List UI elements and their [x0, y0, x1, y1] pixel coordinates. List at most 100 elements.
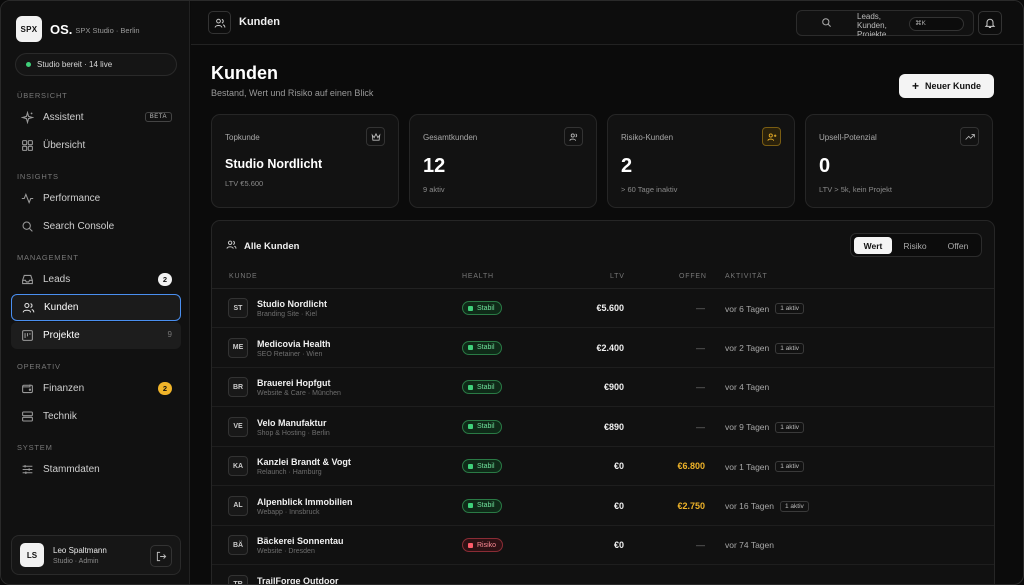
trend-up-icon: [960, 127, 979, 146]
customer-name: Velo Manufaktur: [257, 417, 327, 428]
section-label-insights: INSIGHTS: [17, 172, 59, 181]
sidebar-item-search-console[interactable]: Search Console: [11, 213, 181, 240]
customer-subtitle: Website · Dresden: [257, 548, 315, 555]
topbar-title: Kunden: [239, 16, 280, 28]
active-projects-badge: 1 aktiv: [775, 303, 805, 314]
activity-icon: [20, 192, 34, 206]
kpi-card-gesamtkunden[interactable]: Gesamtkunden 12 9 aktiv: [409, 114, 597, 208]
kpi-note: > 60 Tage inaktiv: [621, 185, 678, 194]
new-customer-button[interactable]: + Neuer Kunde: [899, 74, 994, 98]
health-label: Stabil: [477, 462, 495, 470]
plus-icon: +: [911, 79, 919, 93]
customer-name: Bäckerei Sonnentau: [257, 536, 344, 546]
segment-offen[interactable]: Offen: [947, 240, 969, 251]
crown-icon: [366, 127, 385, 146]
leads-count-badge: 2: [158, 273, 172, 286]
status-dot-icon: [468, 345, 473, 350]
logout-button[interactable]: [150, 545, 172, 567]
table-row[interactable]: VE Velo Manufaktur Shop & Hosting · Berlin…: [212, 408, 994, 447]
kpi-card-upsell[interactable]: Upsell-Potenzial 0 LTV > 5k, kein Projek…: [805, 114, 993, 208]
sidebar-item-assistent[interactable]: Assistent BETA: [11, 104, 181, 131]
sidebar-item-label: Leads: [43, 274, 71, 285]
customer-avatar: VE: [228, 416, 248, 437]
sidebar-item-uebersicht[interactable]: Übersicht: [11, 132, 181, 159]
customer-avatar: KA: [228, 456, 248, 476]
section-label-uebersicht: ÜBERSICHT: [17, 91, 68, 100]
user-role: Studio · Admin: [53, 557, 99, 565]
sidebar-item-projekte[interactable]: Projekte 9: [11, 322, 181, 349]
customer-table-card: Alle Kunden Wert Risiko Offen KUNDE HEAL…: [211, 220, 995, 584]
kpi-value: 0: [819, 155, 831, 177]
health-label: Stabil: [477, 502, 495, 509]
activity-text: vor 16 Tagen: [725, 501, 774, 511]
customer-name: Alpenblick Immobilien: [257, 496, 353, 507]
logout-icon: [156, 551, 166, 561]
activity-cell: vor 74 Tagen: [725, 540, 774, 550]
sidebar-item-label: Projekte: [43, 330, 80, 341]
customer-avatar: ME: [228, 337, 248, 358]
projekte-count: 9: [167, 330, 172, 339]
active-projects-badge: 1 aktiv: [775, 421, 805, 433]
health-label: Risiko: [477, 541, 497, 549]
status-pill[interactable]: Studio bereit · 14 live: [15, 53, 177, 76]
customer-subtitle: Shop & Hosting · Berlin: [257, 429, 330, 437]
sidebar-item-kunden[interactable]: Kunden: [11, 294, 181, 321]
global-search[interactable]: Leads, Kunden, Projekte... ⌘K: [796, 10, 974, 36]
brand[interactable]: SPX OS. SPX Studio · Berlin: [16, 16, 140, 42]
open-amount: €6.800: [677, 461, 705, 471]
users-icon: [214, 18, 225, 28]
kpi-card-topkunde[interactable]: Topkunde Studio Nordlicht LTV €5.600: [211, 114, 399, 208]
status-dot-icon: [468, 384, 473, 390]
health-badge: Stabil: [462, 459, 502, 473]
table-row[interactable]: ME Medicovia Health SEO Retainer · Wien Sta…: [212, 329, 994, 368]
table-row[interactable]: AL Alpenblick Immobilien Webapp · Innsbruc…: [212, 487, 994, 526]
customer-avatar: BÄ: [228, 535, 248, 555]
table-title: Alle Kunden: [226, 239, 299, 253]
health-badge: Stabil: [462, 340, 502, 355]
kpi-note: 9 aktiv: [423, 185, 445, 194]
health-badge: Stabil: [462, 301, 502, 315]
status-dot-icon: [26, 62, 31, 67]
table-row[interactable]: ST Studio Nordlicht Branding Site · Kiel St…: [212, 289, 994, 328]
kpi-card-risiko[interactable]: Risiko-Kunden 2 > 60 Tage inaktiv: [607, 114, 795, 208]
notifications-button[interactable]: [978, 11, 1002, 35]
column-header-aktivitaet[interactable]: AKTIVITÄT: [725, 273, 768, 280]
table-row[interactable]: KA Kanzlei Brandt & Vogt Relaunch · Hambur…: [212, 447, 994, 486]
sidebar-item-leads[interactable]: Leads 2: [11, 266, 181, 293]
users-icon: [226, 239, 237, 253]
sidebar-item-performance[interactable]: Performance: [11, 185, 181, 212]
open-amount: —: [696, 303, 705, 313]
section-label-management: MANAGEMENT: [17, 253, 79, 262]
column-header-kunde[interactable]: KUNDE: [229, 273, 258, 280]
segment-wert[interactable]: Wert: [854, 237, 892, 254]
table-row[interactable]: BR Brauerei Hopfgut Website & Care · Münch…: [212, 368, 994, 407]
activity-text: vor 1 Tagen: [725, 461, 770, 472]
customer-subtitle: Website & Care · München: [257, 390, 341, 397]
sliders-icon: [20, 463, 34, 477]
table-row[interactable]: BÄ Bäckerei Sonnentau Website · Dresden Ris…: [212, 526, 994, 565]
column-header-offen[interactable]: OFFEN: [679, 273, 707, 280]
customer-avatar: TR: [228, 574, 248, 584]
user-card[interactable]: LS Leo Spaltmann Studio · Admin: [11, 535, 181, 575]
kpi-label: Risiko-Kunden: [621, 133, 674, 142]
sidebar-item-label: Technik: [43, 411, 77, 422]
activity-text: vor 2 Tagen: [725, 343, 770, 353]
open-amount: —: [696, 342, 705, 353]
table-row[interactable]: TR TrailForge Outdoor: [212, 566, 994, 584]
health-badge: Stabil: [462, 419, 502, 434]
customer-subtitle: Webapp · Innsbruck: [257, 508, 320, 516]
sidebar-item-finanzen[interactable]: Finanzen 2: [11, 375, 181, 402]
kpi-note: LTV > 5k, kein Projekt: [819, 185, 893, 194]
sidebar-item-technik[interactable]: Technik: [11, 403, 181, 430]
customer-subtitle: Relaunch · Hamburg: [257, 469, 322, 476]
segment-risiko[interactable]: Risiko: [903, 240, 927, 251]
page-icon-button[interactable]: [208, 11, 231, 34]
sidebar-item-stammdaten[interactable]: Stammdaten: [11, 456, 181, 483]
column-header-ltv[interactable]: LTV: [610, 273, 625, 280]
inbox-icon: [20, 273, 34, 287]
active-projects-badge: 1 aktiv: [780, 500, 809, 512]
column-header-health[interactable]: HEALTH: [462, 273, 494, 280]
finanzen-count-badge: 2: [158, 382, 172, 395]
activity-text: vor 6 Tagen: [725, 303, 770, 314]
